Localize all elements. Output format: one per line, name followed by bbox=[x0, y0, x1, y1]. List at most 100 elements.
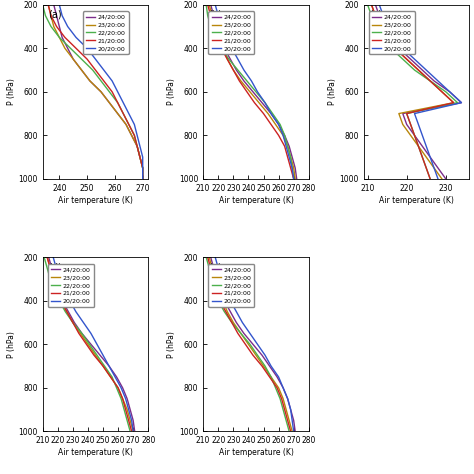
21/20:00 bbox=[243, 341, 248, 347]
22/20:00 bbox=[443, 89, 448, 95]
24/20:00 bbox=[427, 154, 433, 160]
20/20:00 bbox=[212, 255, 218, 260]
24/20:00 bbox=[130, 418, 136, 423]
22/20:00 bbox=[365, 2, 370, 8]
24/20:00 bbox=[388, 35, 394, 40]
22/20:00 bbox=[79, 330, 85, 336]
24/20:00 bbox=[221, 298, 227, 303]
Line: 22/20:00: 22/20:00 bbox=[206, 5, 294, 179]
23/20:00 bbox=[115, 385, 121, 391]
22/20:00 bbox=[291, 176, 297, 182]
20/20:00 bbox=[140, 165, 146, 171]
22/20:00 bbox=[56, 35, 62, 40]
23/20:00 bbox=[48, 13, 54, 18]
23/20:00 bbox=[404, 56, 410, 62]
22/20:00 bbox=[126, 122, 132, 128]
23/20:00 bbox=[220, 298, 226, 303]
20/20:00 bbox=[129, 418, 135, 423]
20/20:00 bbox=[435, 78, 441, 84]
20/20:00 bbox=[100, 352, 106, 358]
24/20:00 bbox=[128, 407, 133, 412]
20/20:00 bbox=[54, 265, 59, 271]
21/20:00 bbox=[83, 341, 89, 347]
24/20:00 bbox=[276, 122, 282, 128]
20/20:00 bbox=[280, 385, 286, 391]
21/20:00 bbox=[50, 276, 56, 282]
20/20:00 bbox=[56, 276, 62, 282]
20/20:00 bbox=[276, 122, 282, 128]
22/20:00 bbox=[56, 298, 62, 303]
20/20:00 bbox=[286, 154, 292, 160]
X-axis label: Air temperature (K): Air temperature (K) bbox=[58, 195, 133, 204]
23/20:00 bbox=[283, 407, 289, 412]
Text: (c): (c) bbox=[369, 10, 382, 20]
20/20:00 bbox=[67, 298, 73, 303]
22/20:00 bbox=[215, 298, 221, 303]
Line: 24/20:00: 24/20:00 bbox=[375, 5, 461, 179]
Line: 22/20:00: 22/20:00 bbox=[367, 5, 457, 179]
23/20:00 bbox=[230, 319, 236, 325]
22/20:00 bbox=[120, 111, 126, 117]
23/20:00 bbox=[140, 165, 146, 171]
21/20:00 bbox=[46, 2, 51, 8]
21/20:00 bbox=[126, 122, 132, 128]
21/20:00 bbox=[288, 165, 293, 171]
23/20:00 bbox=[439, 176, 445, 182]
22/20:00 bbox=[94, 352, 100, 358]
23/20:00 bbox=[256, 100, 262, 106]
23/20:00 bbox=[108, 374, 113, 380]
21/20:00 bbox=[126, 418, 131, 423]
22/20:00 bbox=[101, 363, 107, 369]
20/20:00 bbox=[458, 100, 464, 106]
22/20:00 bbox=[244, 78, 250, 84]
20/20:00 bbox=[130, 428, 136, 434]
Legend: 24/20:00, 23/20:00, 22/20:00, 21/20:00, 20/20:00: 24/20:00, 23/20:00, 22/20:00, 21/20:00, … bbox=[369, 11, 415, 55]
20/20:00 bbox=[291, 176, 297, 182]
23/20:00 bbox=[124, 407, 130, 412]
24/20:00 bbox=[115, 111, 120, 117]
Line: 24/20:00: 24/20:00 bbox=[54, 5, 143, 179]
24/20:00 bbox=[59, 298, 65, 303]
X-axis label: Air temperature (K): Air temperature (K) bbox=[219, 195, 293, 204]
Line: 23/20:00: 23/20:00 bbox=[209, 257, 292, 431]
Line: 20/20:00: 20/20:00 bbox=[59, 5, 143, 179]
22/20:00 bbox=[205, 13, 210, 18]
20/20:00 bbox=[247, 330, 253, 336]
23/20:00 bbox=[87, 78, 93, 84]
22/20:00 bbox=[90, 67, 96, 73]
21/20:00 bbox=[244, 89, 250, 95]
23/20:00 bbox=[423, 154, 429, 160]
24/20:00 bbox=[288, 407, 293, 412]
20/20:00 bbox=[268, 111, 274, 117]
21/20:00 bbox=[134, 143, 140, 149]
21/20:00 bbox=[276, 133, 282, 138]
23/20:00 bbox=[268, 374, 274, 380]
20/20:00 bbox=[392, 35, 398, 40]
23/20:00 bbox=[215, 287, 221, 293]
22/20:00 bbox=[128, 428, 133, 434]
22/20:00 bbox=[423, 165, 429, 171]
20/20:00 bbox=[283, 143, 289, 149]
22/20:00 bbox=[50, 287, 56, 293]
Line: 23/20:00: 23/20:00 bbox=[209, 5, 295, 179]
21/20:00 bbox=[282, 143, 287, 149]
24/20:00 bbox=[292, 428, 298, 434]
22/20:00 bbox=[280, 407, 286, 412]
22/20:00 bbox=[285, 143, 291, 149]
22/20:00 bbox=[262, 363, 268, 369]
21/20:00 bbox=[250, 352, 256, 358]
Y-axis label: P (hPa): P (hPa) bbox=[167, 78, 176, 105]
20/20:00 bbox=[427, 154, 433, 160]
24/20:00 bbox=[123, 122, 129, 128]
24/20:00 bbox=[54, 13, 59, 18]
21/20:00 bbox=[76, 330, 82, 336]
23/20:00 bbox=[129, 133, 135, 138]
23/20:00 bbox=[79, 67, 84, 73]
20/20:00 bbox=[431, 165, 437, 171]
21/20:00 bbox=[223, 309, 228, 314]
21/20:00 bbox=[285, 154, 291, 160]
22/20:00 bbox=[400, 56, 406, 62]
24/20:00 bbox=[431, 78, 437, 84]
20/20:00 bbox=[255, 89, 260, 95]
21/20:00 bbox=[416, 67, 421, 73]
